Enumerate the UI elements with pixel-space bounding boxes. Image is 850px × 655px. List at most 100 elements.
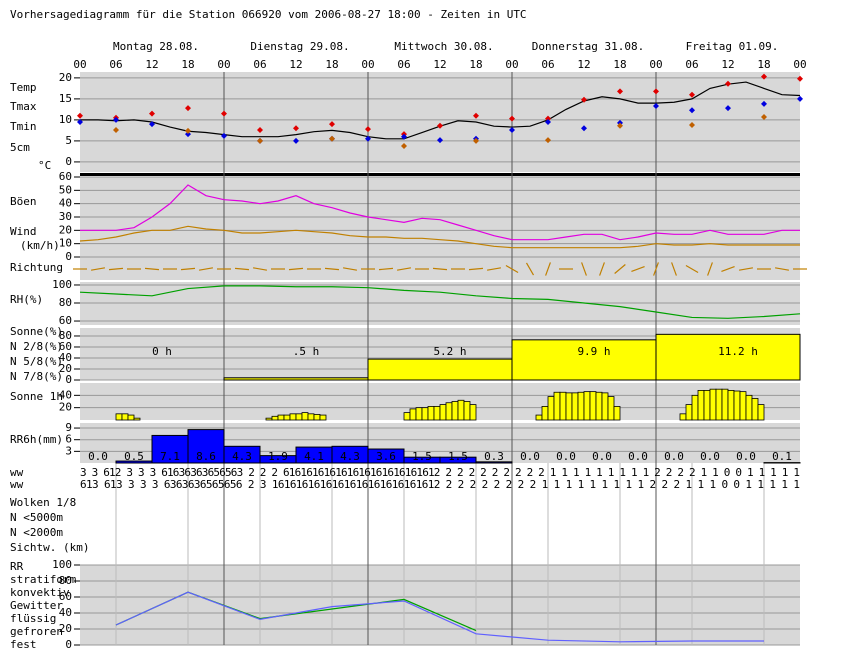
hour-label: 06 (541, 58, 554, 71)
row-label: 5cm (10, 141, 30, 154)
wind-arrow (739, 267, 753, 271)
sun1h-bar (445, 402, 453, 421)
y-tick-label: 20 (59, 401, 72, 414)
sun1h-bar (685, 404, 693, 421)
row-label: Gewitter (10, 599, 63, 612)
wind-arrow (599, 262, 605, 276)
sun1h-bar (283, 414, 291, 421)
sun1h-bar (715, 388, 723, 421)
y-tick-label: 20 (59, 622, 72, 635)
sun1h-bar (421, 407, 429, 421)
sun-bar (223, 377, 369, 381)
diamond (725, 80, 731, 87)
sun1h-bar (409, 408, 417, 421)
diamond (329, 135, 335, 142)
wind-arrow (685, 264, 699, 274)
y-tick-label: 40 (59, 351, 72, 364)
sun1h-bar (733, 390, 741, 421)
sun1h-bar (289, 413, 297, 421)
diamond (113, 126, 119, 133)
row-label: Richtung (10, 261, 63, 274)
y-tick-label: 100 (52, 558, 72, 571)
prob-line (115, 591, 764, 643)
title: Vorhersagediagramm für die Station 06692… (10, 8, 527, 21)
sun1h-bar (691, 394, 699, 421)
row-label: flüssig (10, 612, 56, 625)
sun1h-bar (121, 413, 129, 421)
sun1h-bar (571, 392, 579, 421)
wind-arrow (581, 262, 587, 276)
hour-label: 12 (433, 58, 446, 71)
rr-label: 0.5 (124, 450, 144, 463)
y-tick-label: 60 (59, 314, 72, 327)
wind-arrow (545, 262, 551, 276)
rr-bar (367, 448, 405, 464)
hour-label: 06 (685, 58, 698, 71)
sun1h-bar (313, 414, 321, 421)
sun1h-bar (703, 389, 711, 421)
day-label: Freitag 01.09. (686, 40, 779, 53)
rr-label: 1.9 (268, 450, 288, 463)
diamond (293, 125, 299, 132)
y-tick-label: 40 (59, 606, 72, 619)
sun1h-bar (457, 399, 465, 421)
y-tick-label: 40 (59, 197, 72, 210)
row-label: RH(%) (10, 293, 43, 306)
prob-panel (80, 565, 800, 645)
diamond (257, 126, 263, 133)
wind-arrow (707, 262, 713, 276)
rr-label: 0.0 (628, 450, 648, 463)
y-tick-label: 20 (59, 71, 72, 84)
sun1h-bar (607, 396, 615, 421)
wind-arrow (199, 267, 213, 271)
lower-label: N <2000m (10, 526, 63, 539)
diamond (653, 103, 659, 110)
separator (80, 173, 800, 176)
lower-label: Wolken 1/8 (10, 496, 76, 509)
y-tick-label: 3 (65, 444, 72, 457)
day-label: Dienstag 29.08. (250, 40, 349, 53)
hour-label: 06 (397, 58, 410, 71)
row-label: RR6h(mm) (10, 433, 63, 446)
wind-arrow (671, 262, 677, 276)
row-label: Temp (10, 81, 37, 94)
row-label: Sonne(%) (10, 325, 63, 338)
day-label: Mittwoch 30.08. (394, 40, 493, 53)
y-tick-label: 15 (59, 92, 72, 105)
diamond (185, 105, 191, 112)
diamond (329, 121, 335, 128)
sun1h-bar (757, 404, 765, 421)
rr-label: 7.1 (160, 450, 180, 463)
y-tick-label: 60 (59, 170, 72, 183)
rr-label: 4.3 (340, 450, 360, 463)
hour-label: 00 (361, 58, 374, 71)
y-tick-label: 10 (59, 113, 72, 126)
diamond (437, 137, 443, 144)
hour-label: 18 (757, 58, 770, 71)
sun1h-bar (115, 413, 123, 421)
rr-label: 0.3 (484, 450, 504, 463)
wind-arrow (108, 267, 124, 271)
sun-hours: 0 h (152, 345, 172, 358)
diamond (761, 100, 767, 107)
diamond (797, 75, 803, 82)
wind-arrow (525, 262, 535, 276)
hour-label: 00 (793, 58, 806, 71)
hour-label: 00 (649, 58, 662, 71)
sun1h-bar (133, 417, 141, 421)
row-label: Tmin (10, 120, 37, 133)
hour-label: 00 (217, 58, 230, 71)
diamond (797, 95, 803, 102)
sun-bar (367, 358, 513, 381)
wind-line (79, 225, 800, 249)
y-tick-label: 80 (59, 574, 72, 587)
sun1h-bar (271, 415, 279, 421)
diamond (401, 142, 407, 149)
wind-arrow (343, 267, 357, 271)
hour-label: 18 (325, 58, 338, 71)
hour-label: 06 (109, 58, 122, 71)
y-tick-label: 0 (65, 638, 72, 651)
day-label: Montag 28.08. (113, 40, 199, 53)
row-label: Wind (10, 225, 37, 238)
sun-hours: 5.2 h (433, 345, 466, 358)
